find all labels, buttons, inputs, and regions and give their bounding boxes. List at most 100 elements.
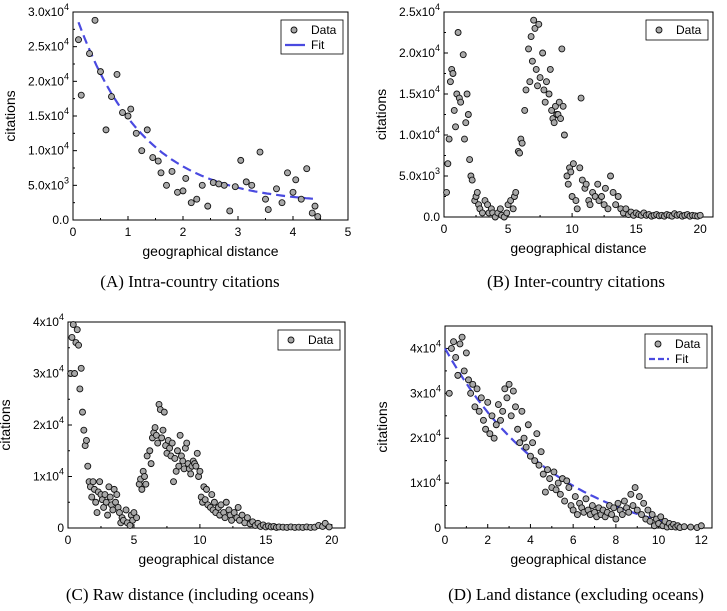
chart-d-data-point [680, 523, 688, 531]
chart-c-data-point [168, 439, 176, 447]
chart-a-data-point [77, 91, 85, 99]
chart-d-data-point [524, 421, 532, 429]
chart-d-data-point [644, 506, 652, 514]
chart-c-y-tick-label: 2x104 [33, 415, 64, 432]
chart-c-data-point [142, 480, 150, 488]
chart-b-x-tick-label: 0 [441, 222, 448, 236]
chart-a-data-point [262, 195, 269, 203]
chart-b-data-point [516, 149, 524, 157]
chart-d-data-point [625, 508, 633, 516]
chart-a-y-tick-label: 2.0x104 [28, 71, 69, 88]
chart-d-x-tick-label: 8 [613, 533, 620, 547]
chart-d-legend-fit-label: Fit [675, 352, 689, 366]
chart-a-y-tick-label: 1.0x104 [28, 141, 69, 158]
chart-d-data-point [462, 349, 470, 357]
chart-a-y-tick-label: 2.5x104 [28, 37, 69, 54]
chart-b-data-point [550, 119, 558, 127]
chart-d-data-point [541, 488, 549, 496]
chart-c-data-point [141, 473, 148, 480]
chart-b-data-point [577, 94, 585, 102]
chart-c-data-point [176, 431, 184, 439]
chart-b-data-point [522, 86, 530, 94]
chart-a-data-point [204, 202, 212, 210]
chart-b-data-point [468, 176, 476, 184]
chart-c-legend-box [277, 329, 341, 351]
chart-d-data-point [450, 338, 457, 346]
chart-d-y-tick-label: 4x104 [410, 338, 441, 355]
chart-a-data-point [311, 202, 319, 210]
chart-d-data-point [582, 495, 590, 503]
chart-d-data-point [537, 448, 545, 456]
chart-d-data-point [486, 430, 494, 438]
chart-b-data-point [457, 98, 465, 106]
chart-b-data-point [572, 197, 580, 205]
chart-c-data-point [88, 493, 96, 501]
chart-b-data-point [551, 102, 559, 110]
chart-a-data-point [289, 188, 297, 196]
chart-d-data-point [544, 466, 551, 474]
chart-d-data-point [535, 461, 543, 469]
chart-b-data-point [530, 16, 538, 24]
chart-b-data-point [598, 193, 606, 200]
chart-c-data-point [187, 470, 195, 478]
chart-b-data-point [563, 172, 571, 180]
chart-c: 0 5 10 15 20 0 1x104 2x104 3x104 4x104 geographica… [0, 312, 346, 567]
chart-d-data-point [554, 479, 562, 487]
chart-a-data-point [193, 195, 201, 203]
chart-c-data-point [68, 334, 76, 341]
chart-d-data-point [512, 403, 519, 411]
chart-b-data-point [567, 168, 575, 176]
chart-c-data-point [243, 514, 251, 522]
chart-c-data-point [174, 447, 181, 455]
chart-c-data-point [193, 449, 201, 457]
chart-a-data-point [273, 185, 280, 193]
chart-c-data-point [208, 491, 216, 498]
chart-b-data-point [445, 135, 453, 143]
chart-a-data-point [168, 168, 176, 175]
chart-b-x-tick-label: 20 [694, 222, 708, 236]
chart-c-data-point [79, 408, 86, 416]
chart-b-data-point [484, 201, 492, 209]
chart-b-data-point [545, 90, 553, 98]
chart-b-data-point [607, 172, 614, 180]
chart-d-data-point [638, 511, 645, 518]
chart-d-data-point [494, 401, 502, 409]
chart-d-data-point [635, 493, 643, 501]
chart-d-data-point [445, 389, 453, 397]
chart-a-data-point [97, 68, 104, 76]
chart-d-data-point [499, 407, 507, 415]
chart-d-data-point [488, 412, 496, 420]
chart-c-data-point [83, 436, 90, 444]
caption-a: (A) Intra-country citations [100, 272, 280, 291]
chart-b-data-point [496, 205, 504, 213]
panel-c: 0 5 10 15 20 0 1x104 2x104 3x104 4x104 geographica… [0, 306, 363, 611]
chart-c-data-point [146, 447, 154, 455]
chart-b-data-point [446, 78, 454, 86]
chart-c-data-point [159, 426, 167, 434]
chart-c-data-point [92, 498, 100, 506]
chart-d-data-point [458, 333, 466, 341]
chart-b-data-point [450, 106, 458, 114]
chart-b-data-point [512, 188, 520, 196]
chart-d-x-tick-label: 4 [527, 533, 534, 547]
chart-b-data-point [536, 74, 544, 82]
chart-a-data-point [248, 181, 256, 189]
chart-b-data-point [503, 209, 511, 217]
chart-a-data-point [108, 93, 115, 101]
chart-c-data-point [93, 509, 101, 517]
chart-b-x-axis-label: geographical distance [510, 240, 646, 256]
chart-a-data-point [75, 36, 82, 44]
chart-c-y-tick-label: 0 [57, 521, 64, 535]
chart-d-legend-data-marker [654, 340, 662, 348]
chart-b-data-point [464, 111, 472, 118]
chart-b-data-point [449, 70, 457, 77]
chart-c-data-point [170, 478, 177, 486]
chart-c-x-tick-label: 15 [259, 533, 273, 547]
chart-b-data-point [576, 164, 584, 172]
chart-c-data-point [69, 321, 77, 329]
chart-a-data-point [256, 148, 264, 156]
chart-d-data-point [469, 380, 477, 388]
chart-c-data-point [73, 326, 81, 334]
chart-b-data-point [463, 90, 471, 98]
